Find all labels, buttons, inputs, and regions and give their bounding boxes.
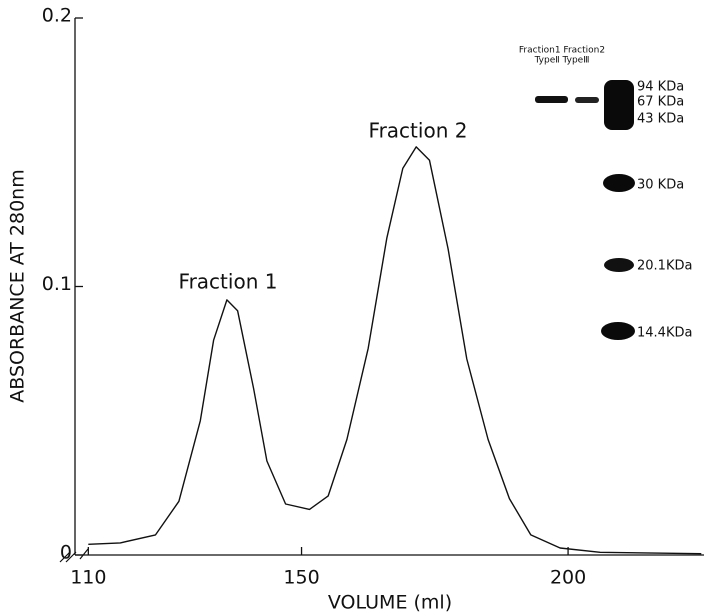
gel-inset — [535, 80, 635, 340]
elution-curve — [88, 146, 702, 555]
x-tick-label: 110 — [70, 567, 106, 589]
x-tick-label: 200 — [550, 567, 586, 589]
marker-label: 14.4KDa — [637, 326, 692, 341]
y-tick-label: 0.2 — [42, 5, 72, 27]
marker-label: 43 KDa — [637, 112, 684, 127]
marker-label: 20.1KDa — [637, 259, 692, 274]
x-tick-label: 150 — [283, 567, 319, 589]
gel-band — [603, 174, 635, 192]
annotation: Fraction 2 — [369, 119, 468, 143]
axis-break — [59, 551, 77, 563]
marker-label: 30 KDa — [637, 178, 684, 193]
annotation: Fraction 1 — [179, 270, 278, 294]
y-axis-title: ABSORBANCE AT 280nm — [7, 169, 29, 402]
gel-band — [535, 96, 568, 103]
gel-band — [604, 258, 634, 272]
lane-label: TypeⅡ TypeⅢ — [534, 56, 590, 66]
marker-label: 67 KDa — [637, 95, 684, 110]
x-axis-title: VOLUME (ml) — [328, 592, 452, 613]
y-tick-label: 0.1 — [42, 273, 72, 295]
y-tick-label: 0 — [60, 542, 72, 564]
gel-band — [601, 322, 635, 340]
gel-band — [604, 80, 634, 130]
marker-label: 94 KDa — [637, 80, 684, 95]
axis-break — [79, 548, 89, 560]
lane-label: Fraction1 Fraction2 — [519, 46, 605, 56]
gel-band — [575, 97, 599, 103]
